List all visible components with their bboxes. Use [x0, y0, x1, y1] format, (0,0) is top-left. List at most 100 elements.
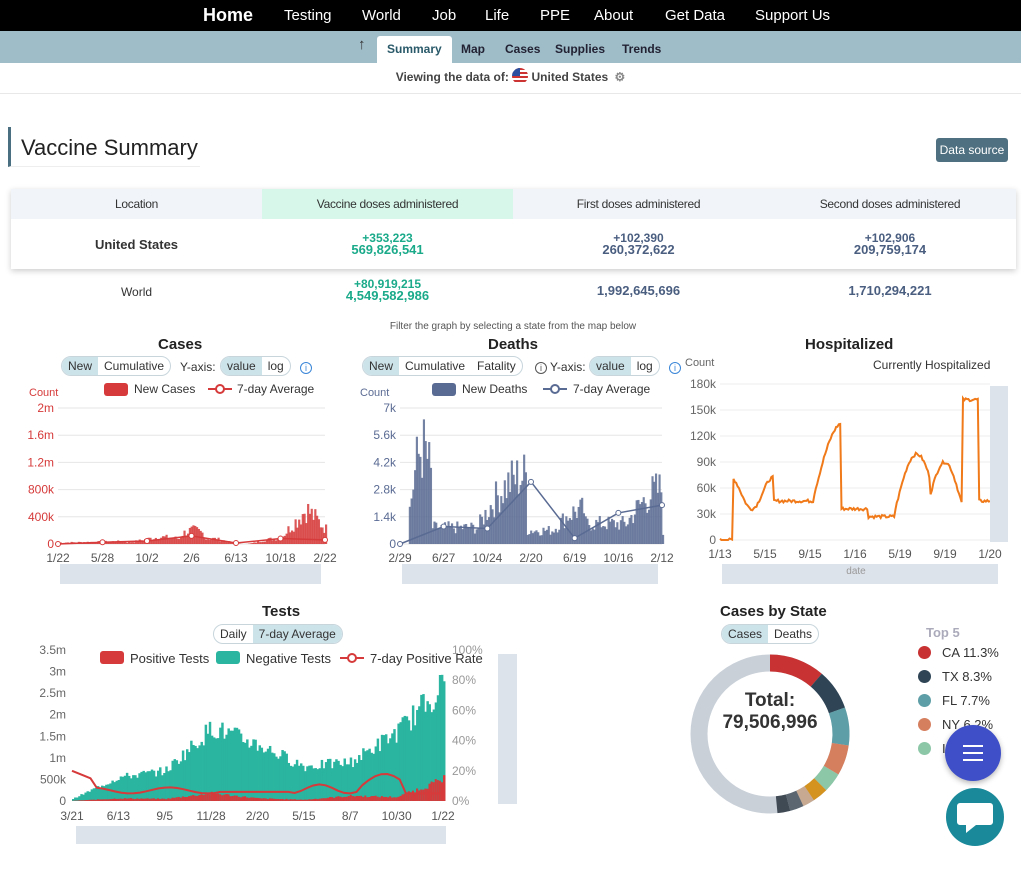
deaths-legend-avg[interactable]: 7-day Average	[573, 382, 651, 396]
hosp-line	[719, 395, 991, 542]
deaths-legend-new[interactable]: New Deaths	[462, 382, 528, 396]
top5-item[interactable]: TX 8.3%	[918, 669, 992, 684]
positive-bar	[376, 796, 380, 801]
nav-get-data[interactable]: Get Data	[665, 7, 726, 24]
deaths-fatality-option[interactable]: Fatality	[477, 359, 516, 373]
x-tick-label: 5/15	[753, 547, 777, 561]
data-bar	[131, 542, 134, 544]
avg-point	[322, 536, 328, 543]
nav-home[interactable]: Home	[203, 5, 254, 25]
cases-cumulative-option[interactable]: Cumulative	[104, 359, 165, 373]
tab-supplies[interactable]: Supplies	[555, 42, 606, 56]
nav-world[interactable]: World	[362, 7, 401, 24]
negative-bar	[179, 761, 183, 801]
negative-bar	[90, 789, 94, 801]
tab-cases[interactable]: Cases	[505, 42, 541, 56]
top5-item[interactable]: CA 11.3%	[918, 645, 999, 660]
negative-bar	[345, 764, 349, 801]
negative-bar	[295, 759, 299, 801]
positive-bar	[215, 793, 218, 801]
hosp-legend[interactable]: Currently Hospitalized	[873, 358, 991, 372]
tests-legend-negative[interactable]: Negative Tests	[246, 651, 332, 666]
data-source-button[interactable]: Data source	[936, 138, 1008, 162]
arrow-up-icon[interactable]: ↑	[358, 36, 366, 53]
chat-fab[interactable]	[946, 788, 1004, 846]
info-icon[interactable]: i	[300, 362, 312, 374]
cases-legend-avg[interactable]: 7-day Average	[237, 382, 315, 396]
positive-bar	[268, 798, 272, 801]
top5-item[interactable]: FL 7.7%	[918, 693, 990, 708]
positive-bar	[217, 793, 220, 801]
info-icon[interactable]: i	[535, 362, 547, 374]
deaths-value-option[interactable]: value	[590, 357, 631, 375]
data-bar	[292, 531, 295, 544]
menu-fab[interactable]	[945, 725, 1001, 781]
tests-legend-rate[interactable]: 7-day Positive Rate	[370, 651, 483, 666]
cases-new-option[interactable]: New	[62, 357, 99, 375]
hosp-chart[interactable]: 180k 150k 120k 90k 60k 30k 01/13 5/15 9/15 1/16 5/…	[680, 370, 1020, 590]
nav-life[interactable]: Life	[485, 7, 510, 24]
data-bar	[108, 541, 111, 544]
cases-legend-new[interactable]: New Cases	[134, 382, 196, 396]
negative-bar	[281, 750, 284, 801]
data-bar	[500, 496, 503, 544]
negative-bar	[156, 770, 160, 801]
x-tick-label: 2/29	[388, 551, 412, 565]
deaths-log-option[interactable]: log	[636, 359, 653, 373]
gear-icon[interactable]: ⚙	[614, 70, 626, 84]
nav-support-us[interactable]: Support Us	[755, 7, 831, 24]
x-tick-label: 5/15	[292, 809, 316, 823]
positive-bar	[167, 798, 170, 801]
state-donut[interactable]	[680, 640, 870, 830]
tests-legend-positive[interactable]: Positive Tests	[130, 651, 210, 666]
deaths-cumulative-option[interactable]: Cumulative	[405, 359, 466, 373]
data-bar	[531, 533, 535, 544]
data-bar	[486, 520, 489, 544]
positive-bar	[405, 794, 409, 801]
tab-map[interactable]: Map	[461, 42, 485, 56]
negative-bar	[339, 764, 342, 801]
state-deaths-option[interactable]: Deaths	[774, 627, 813, 641]
data-bar	[267, 538, 270, 544]
positive-bar	[148, 798, 152, 801]
info-icon[interactable]: i	[669, 362, 681, 374]
positive-bar	[331, 797, 334, 801]
nav-job[interactable]: Job	[432, 7, 457, 24]
data-bar	[129, 542, 132, 544]
x-tick-label: 11/28	[197, 809, 226, 823]
viewing-country[interactable]: United States	[531, 70, 609, 84]
positive-bar	[302, 799, 305, 801]
state-cases-option[interactable]: Cases	[722, 625, 769, 643]
data-bar	[501, 503, 505, 544]
nav-about[interactable]: About	[594, 7, 634, 24]
deaths-chart[interactable]: 7k 5.6k 4.2k 2.8k 1.4k 02/29 6/27 10/24 2/20 6/19…	[340, 380, 680, 590]
data-bar	[458, 526, 461, 544]
data-bar	[588, 525, 591, 544]
negative-bar	[254, 739, 257, 801]
y-tick-label: 3m	[49, 665, 66, 679]
x-tick-label: 10/2	[135, 551, 159, 565]
cases-chart[interactable]: 2m 1.6m 1.2m 800k 400k 01/22 5/28 10/2 2/6 6/13 10…	[0, 380, 340, 590]
tests-7day-option[interactable]: 7-day Average	[252, 625, 342, 643]
data-bar	[447, 521, 450, 544]
tests-chart[interactable]: 3.5m 3m 2.5m 2m 1.5m 1m 500k 0 100% 80% 60% 40% 20% 0…	[0, 640, 530, 850]
positive-bar	[221, 795, 224, 801]
positive-bar	[109, 799, 112, 801]
viewing-bar: Viewing the data of: United States ⚙	[0, 68, 1021, 84]
tests-daily-option[interactable]: Daily	[220, 627, 247, 641]
x-tick-label: 8/7	[342, 809, 359, 823]
cases-value-option[interactable]: value	[221, 357, 262, 375]
positive-bar	[229, 796, 232, 801]
tab-summary[interactable]: Summary	[377, 36, 452, 63]
data-bar	[179, 536, 183, 544]
cases-log-option[interactable]: log	[267, 359, 284, 373]
data-bar	[558, 529, 561, 544]
nav-ppe[interactable]: PPE	[540, 7, 571, 24]
positive-bar	[413, 792, 417, 801]
tab-trends[interactable]: Trends	[622, 42, 662, 56]
negative-bar	[84, 792, 87, 801]
nav-testing[interactable]: Testing	[284, 7, 332, 24]
deaths-new-option[interactable]: New	[363, 357, 400, 375]
positive-bar	[424, 788, 427, 801]
data-bar	[614, 527, 617, 544]
